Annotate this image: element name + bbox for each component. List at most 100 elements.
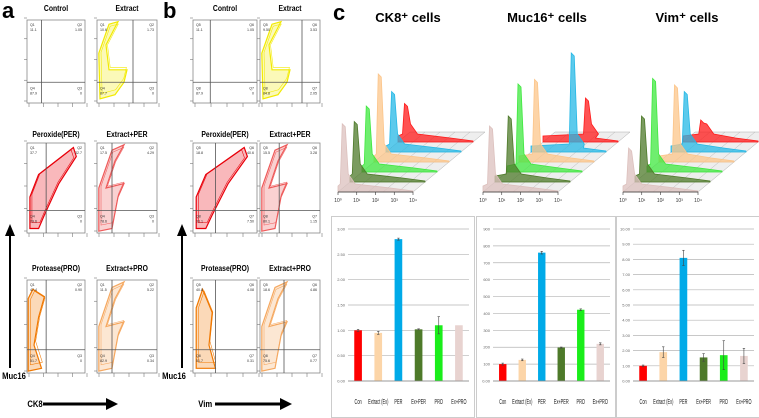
bar-con <box>499 364 507 381</box>
quadrant-value: 87.9 <box>196 91 203 95</box>
panel-b-x-axis-label: Vim <box>198 399 213 409</box>
x-tick-label: 10² <box>657 198 665 204</box>
density-contour-inner <box>263 146 288 226</box>
quadrant-name: Q2 <box>149 23 154 27</box>
flow-plot-title: Protease(PRO) <box>201 264 249 273</box>
density-contour-inner <box>263 23 290 94</box>
quadrant-name: Q2 <box>77 23 82 27</box>
quadrant-name: Q7 <box>312 354 317 358</box>
quadrant-value: 47.4 <box>30 288 37 292</box>
flow-plot-title: Control <box>43 4 69 13</box>
flow-plot-title: Extract <box>278 4 302 13</box>
quadrant-value: 3.28 <box>310 151 317 155</box>
histogram-vim: Vim⁺ cells 10⁰ 10¹ 10² 10³ 10⁴ <box>615 0 759 212</box>
quadrant-value: 82.9 <box>100 359 107 363</box>
panel-label-b: b <box>163 0 177 23</box>
panel-b-y-axis-label: Muc16 <box>162 371 186 381</box>
histogram-title: CK8⁺ cells <box>375 10 441 25</box>
histogram-series <box>518 78 595 163</box>
quadrant-name: Q2 <box>149 283 154 287</box>
y-tick-label: 5.00 <box>622 303 631 308</box>
bar-con <box>354 330 362 381</box>
quadrant-value: 18.8 <box>196 151 203 155</box>
y-tick-label: 200 <box>483 345 490 350</box>
y-tick-label: 3.00 <box>622 333 631 338</box>
quadrant-name: Q6 <box>249 23 254 27</box>
quadrant-name: Q5 <box>263 283 268 287</box>
quadrant-name: Q1 <box>30 146 35 150</box>
y-tick-label: 1.00 <box>337 328 346 333</box>
x-category-label: Con <box>640 399 647 406</box>
quadrant-name: Q7 <box>249 354 254 358</box>
histogram-muc16: Muc16⁺ cells 10⁰ 10¹ 10² 10³ 10⁴ <box>475 0 631 212</box>
x-category-label: Ex+PRO <box>736 399 752 406</box>
y-tick-label: 0.50 <box>337 353 346 358</box>
density-contour-inner <box>263 283 288 366</box>
quadrant-value: 40.8 <box>196 288 203 292</box>
panel-b-flow-cytometry: Control Q5 11.1 Q6 1.05 Q8 87.9 Q7 0 Extract Q5 9.5… <box>160 0 325 418</box>
x-tick-label: 10¹ <box>638 198 646 204</box>
x-category-label: PRO <box>435 399 444 406</box>
quadrant-name: Q7 <box>312 215 317 219</box>
histogram-series <box>482 125 559 193</box>
y-tick-label: 0.00 <box>337 379 346 384</box>
quadrant-name: Q1 <box>30 23 35 27</box>
quadrant-name: Q4 <box>30 86 35 90</box>
x-tick-label: 10² <box>517 198 525 204</box>
flow-plot-title: Extract+PER <box>269 130 311 139</box>
quadrant-value: 1.05 <box>247 28 254 32</box>
histogram-series <box>337 122 414 193</box>
x-tick-label: 10¹ <box>498 198 506 204</box>
x-category-label: Ex+PER <box>696 399 711 406</box>
quadrant-name: Q4 <box>100 215 105 219</box>
x-tick-label: 10³ <box>391 198 399 204</box>
flow-plot-title: Protease(PRO) <box>32 264 80 273</box>
bar-ex-pro <box>596 343 604 381</box>
y-tick-label: 2.50 <box>337 252 346 257</box>
quadrant-name: Q5 <box>263 23 268 27</box>
bar-pro <box>434 325 443 381</box>
histogram-series <box>622 147 699 193</box>
quadrant-name: Q3 <box>149 86 154 90</box>
bar-ex-pro <box>455 325 463 381</box>
histogram-series <box>682 119 759 143</box>
quadrant-name: Q1 <box>100 283 105 287</box>
panel-label-a: a <box>2 0 15 23</box>
histogram-series <box>397 102 474 143</box>
quadrant-name: Q8 <box>263 86 268 90</box>
quadrant-name: Q3 <box>77 215 82 219</box>
x-category-label: Extract (Ex) <box>512 399 532 406</box>
flow-plot-title: Extract+PRO <box>269 264 311 273</box>
flow-plot-title: Peroxide(PER) <box>32 130 80 139</box>
y-tick-label: 0.00 <box>482 379 491 384</box>
quadrant-name: Q8 <box>263 354 268 358</box>
panel-a-y-axis-label: Muc16 <box>2 371 26 381</box>
quadrant-name: Q7 <box>312 86 317 90</box>
quadrant-value: 37.7 <box>30 151 37 155</box>
quadrant-value: 4.08 <box>247 288 254 292</box>
x-tick-label: 10⁰ <box>479 198 487 204</box>
bar-chart-muc16: 0.00 100 200 300 400 500 600 700 800 900 Con Extrac… <box>476 216 616 418</box>
quadrant-value: 9.50 <box>263 28 270 32</box>
quadrant-name: Q1 <box>100 23 105 27</box>
histogram-title: Vim⁺ cells <box>655 10 719 25</box>
y-tick-label: 0.00 <box>622 379 631 384</box>
quadrant-value: 7.50 <box>247 220 254 224</box>
x-category-label: PRO <box>577 399 586 406</box>
quadrant-value: 0.31 <box>247 359 254 363</box>
quadrant-name: Q1 <box>30 283 35 287</box>
y-tick-label: 8.00 <box>622 257 631 262</box>
quadrant-name: Q3 <box>77 86 82 90</box>
quadrant-value: 51.7 <box>30 359 37 363</box>
quadrant-name: Q3 <box>149 354 154 358</box>
quadrant-value: 0.34 <box>147 359 154 363</box>
plot-frame <box>96 19 158 104</box>
y-tick-label: 2.00 <box>622 348 631 353</box>
